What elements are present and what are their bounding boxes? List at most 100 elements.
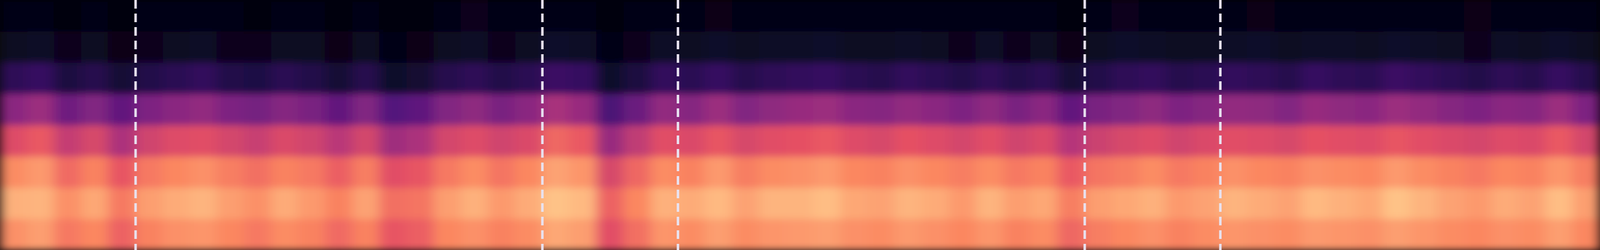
cell	[813, 93, 841, 126]
cell	[216, 124, 245, 157]
cell	[1273, 30, 1302, 63]
cell	[352, 155, 381, 188]
cell	[1003, 187, 1031, 219]
cell	[54, 218, 82, 250]
cell	[270, 93, 299, 126]
cell	[948, 93, 977, 126]
cell	[487, 0, 516, 32]
cell	[813, 155, 841, 188]
cell	[108, 124, 136, 157]
cell	[162, 218, 191, 250]
cell	[1409, 187, 1438, 219]
cell	[1545, 187, 1573, 219]
cell	[1165, 218, 1194, 250]
cell	[1219, 62, 1248, 95]
cell	[1328, 155, 1357, 188]
cell	[216, 218, 245, 250]
cell	[135, 62, 164, 95]
cell	[514, 124, 543, 157]
cell	[623, 124, 651, 157]
cell	[596, 0, 624, 32]
cell	[596, 124, 624, 157]
cell	[1246, 155, 1275, 188]
cell	[1273, 155, 1302, 188]
cell	[1301, 155, 1330, 188]
cell	[297, 187, 326, 219]
cell	[541, 62, 570, 95]
cell	[189, 124, 218, 157]
cell	[81, 30, 109, 63]
boundary-line	[676, 0, 680, 250]
cell	[189, 187, 218, 219]
cell	[487, 62, 516, 95]
cell	[623, 62, 651, 95]
cell	[135, 155, 164, 188]
cell	[894, 30, 923, 63]
cell	[1273, 218, 1302, 250]
cell	[894, 155, 923, 188]
cell	[1273, 62, 1302, 95]
cell	[270, 0, 299, 32]
cell	[1301, 62, 1330, 95]
cell	[650, 187, 679, 219]
cell	[1328, 218, 1357, 250]
cell	[1192, 187, 1221, 219]
cell	[1491, 124, 1519, 157]
background	[0, 0, 1600, 250]
cell	[569, 0, 597, 32]
cell	[1572, 0, 1600, 32]
cell	[677, 62, 706, 95]
cell	[1003, 30, 1031, 63]
cell	[216, 0, 245, 32]
cell	[1518, 93, 1546, 126]
boundary-line	[541, 0, 544, 250]
cell	[1219, 93, 1248, 126]
cell	[162, 0, 191, 32]
cell	[921, 0, 950, 32]
cell	[1301, 187, 1330, 219]
cell	[813, 187, 841, 219]
cell	[840, 124, 868, 157]
cell	[514, 62, 543, 95]
cell	[759, 218, 787, 250]
cell	[216, 155, 245, 188]
cell	[1355, 93, 1384, 126]
cell	[976, 124, 1004, 157]
cell	[623, 30, 651, 63]
cell	[297, 155, 326, 188]
cell	[1273, 0, 1302, 32]
cell	[1328, 93, 1357, 126]
cell	[433, 93, 462, 126]
cell	[569, 93, 597, 126]
cell	[948, 155, 977, 188]
cell	[569, 218, 597, 250]
cell	[297, 0, 326, 32]
cell	[786, 0, 814, 32]
cell	[1003, 0, 1031, 32]
cell	[460, 124, 489, 157]
cell	[433, 30, 462, 63]
cell	[514, 30, 543, 63]
cell	[1057, 30, 1086, 63]
cell	[894, 124, 923, 157]
cell	[460, 218, 489, 250]
cell	[759, 124, 787, 157]
cell	[216, 62, 245, 95]
cell	[1464, 124, 1492, 157]
cell	[325, 62, 354, 95]
cell	[325, 30, 354, 63]
cell	[1572, 30, 1600, 63]
cell	[1328, 30, 1357, 63]
cell	[867, 0, 896, 32]
cell	[1273, 93, 1302, 126]
cell	[514, 155, 543, 188]
cell	[1328, 0, 1357, 32]
cell	[840, 93, 868, 126]
cell	[759, 155, 787, 188]
cell	[352, 30, 381, 63]
cell	[81, 0, 109, 32]
cell	[596, 93, 624, 126]
cell	[1518, 30, 1546, 63]
cell	[948, 0, 977, 32]
cell	[1464, 30, 1492, 63]
